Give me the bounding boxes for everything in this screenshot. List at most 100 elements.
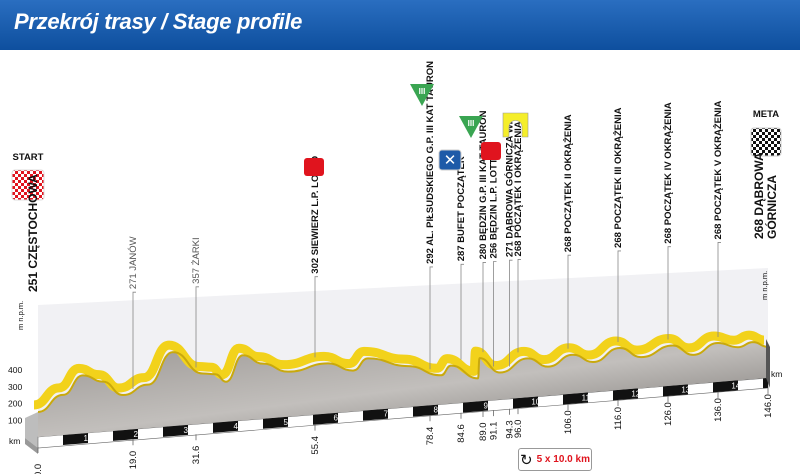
waypoint-label: 268 POCZĄTEK I OKRĄŻENIA: [513, 121, 524, 256]
km-bar-segment: [463, 400, 488, 413]
elevation-unit-label-right: m n.p.m.: [760, 271, 769, 300]
km-tick-label: 80: [434, 406, 443, 415]
km-tick-label: 100: [531, 398, 545, 407]
waypoint-km-label: 19.0: [128, 451, 139, 470]
start-place: 251 CZĘSTOCHOWA: [26, 174, 40, 292]
waypoint-label: 271 DĄBROWA GÓRNICZA WIR: [504, 115, 516, 257]
km-bar-segment: [263, 416, 288, 429]
lap-line-icon: [502, 112, 529, 138]
profile-terrain: [38, 342, 768, 437]
waypoint-km-label: 116.0: [613, 407, 624, 430]
waypoint-line: [667, 246, 671, 340]
waypoint-label: 271 JANÓW: [128, 236, 139, 289]
waypoint-line: [617, 250, 621, 342]
waypoint-line: [517, 259, 521, 353]
elevation-tick-label: 200: [8, 399, 22, 409]
km-axis-label: km: [9, 436, 20, 446]
waypoint-label: 268 POCZĄTEK III OKRĄŻENIA: [613, 107, 624, 248]
km-tick-label: 20: [134, 430, 143, 439]
waypoint-label: 287 BUFET POCZĄTEK: [456, 156, 467, 261]
loop-text: 5 x 10.0 km: [536, 454, 590, 465]
waypoint-label: 302 SIEWIERZ L.P. LOTTO: [310, 156, 321, 274]
waypoint-km-label: 78.4: [425, 427, 436, 446]
kom-icon: [459, 116, 483, 138]
waypoint-line: [429, 266, 433, 370]
waypoint-km-label: 126.0: [663, 402, 674, 426]
waypoint-line: [509, 259, 513, 367]
start-flag-icon: [11, 169, 45, 201]
waypoint-line: [460, 263, 464, 360]
elevation-unit-label: m n.p.m.: [16, 301, 25, 330]
finish-flag-icon: [750, 127, 782, 157]
km-bar-segment: [663, 384, 688, 397]
km-bar-segment: [163, 424, 188, 437]
waypoint-label: 256 BĘDZIN L.P. LOTTO: [489, 151, 500, 258]
feed-zone-icon: [438, 149, 462, 171]
waypoint-km-label: 146.0: [763, 394, 774, 418]
km-tick-label: 110: [582, 393, 595, 402]
profile-side-face: [25, 411, 38, 448]
sprint-icon: [304, 158, 324, 176]
loop-badge: ↻ 5 x 10.0 km: [518, 448, 592, 471]
waypoint-km-label: 31.6: [191, 446, 202, 465]
finish-place-line1: 268 DĄBROWA: [752, 152, 766, 239]
elevation-tick-label: 400: [8, 365, 22, 375]
km-tick-label: 60: [334, 414, 343, 423]
waypoint-km-label: 89.0: [478, 422, 489, 441]
finish-place-line2: GÓRNICZA: [764, 175, 779, 239]
km-bar-segment: [313, 412, 338, 425]
waypoint-line: [717, 242, 721, 338]
waypoint-line: [195, 286, 199, 368]
km-bar-segment: [63, 432, 88, 445]
start-label: START: [13, 152, 44, 163]
waypoint-label: 268 POCZĄTEK IV OKRĄŻENIA: [663, 102, 674, 244]
km-bar-segment: [363, 408, 388, 421]
waypoint-label: 292 AL. PIŁSUDSKIEGO G.P. III KAT TAURON: [425, 61, 436, 264]
profile-edge: [37, 341, 769, 413]
km-tick-label: 50: [284, 418, 293, 427]
km-tick-label: 90: [484, 402, 493, 411]
feed-zone-cutlery: ✕: [444, 152, 457, 169]
elevation-tick-label: 300: [8, 382, 22, 392]
km-tick-label: 10: [84, 434, 93, 443]
km-bar-segment: [713, 380, 738, 393]
waypoint-km-label: 136.0: [713, 398, 724, 422]
profile-end-face: [766, 338, 770, 388]
waypoint-label: 268 POCZĄTEK II OKRĄŻENIA: [563, 114, 574, 252]
km-tick-label: 130: [681, 385, 695, 394]
waypoint-line: [132, 291, 136, 390]
km-bar-segment: [513, 396, 538, 409]
waypoint-line: [482, 262, 486, 353]
elevation-tick-label: 100: [8, 415, 22, 425]
km-bar-segment: [113, 428, 138, 441]
km-tick-label: 40: [234, 422, 243, 431]
waypoint-line: [314, 276, 318, 358]
km-bar-segment: [763, 377, 768, 389]
waypoint-line: [493, 261, 497, 367]
waypoint-label: 268 POCZĄTEK V OKRĄŻENIA: [713, 100, 724, 239]
waypoint-line: [567, 254, 571, 349]
waypoint-km-label: 84.6: [456, 424, 467, 443]
km-tick-label: 120: [631, 389, 645, 398]
waypoint-km-label: 0.0: [33, 464, 44, 474]
waypoint-km-label: 106.0: [563, 410, 574, 434]
waypoint-km-label: 94.3: [505, 420, 516, 439]
km-tick-label: 70: [384, 410, 393, 419]
km-bar-segment: [563, 392, 588, 405]
km-bar-segment: [413, 404, 438, 417]
loop-arrow-icon: ↻: [520, 451, 533, 469]
km-bar-segment: [213, 420, 238, 433]
sprint-icon: [481, 142, 501, 160]
km-tick-label: 30: [184, 426, 193, 435]
finish-label: META: [753, 109, 779, 120]
km-bar-side: [25, 438, 38, 454]
waypoint-km-label: 96.0: [513, 420, 524, 439]
kom-icon: [410, 84, 434, 106]
km-tick-label: 140: [731, 381, 745, 390]
kom-category: III: [419, 87, 426, 96]
kom-category: III: [468, 119, 475, 128]
page-title: Przekrój trasy / Stage profile: [14, 9, 303, 34]
header-bar: Przekrój trasy / Stage profile: [0, 0, 800, 50]
waypoint-label: 357 ŻARKI: [191, 237, 202, 283]
